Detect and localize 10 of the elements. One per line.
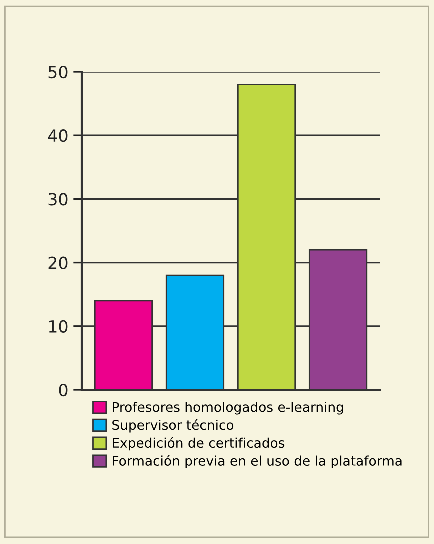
y-tick-label: 50 bbox=[48, 66, 68, 79]
y-tick-label: 20 bbox=[48, 256, 68, 270]
legend-label: Formación previa en el uso de la plataforma bbox=[113, 455, 402, 469]
legend-label: Supervisor técnico bbox=[112, 419, 234, 433]
y-tick-label: 0 bbox=[59, 384, 68, 397]
legend-label: Profesores homologados e-learning bbox=[113, 402, 344, 415]
y-tick-label: 30 bbox=[48, 193, 68, 206]
y-tick-label: 10 bbox=[49, 320, 68, 333]
y-tick-label: 40 bbox=[48, 130, 68, 142]
legend-label: Expedición de certificados bbox=[113, 437, 285, 451]
